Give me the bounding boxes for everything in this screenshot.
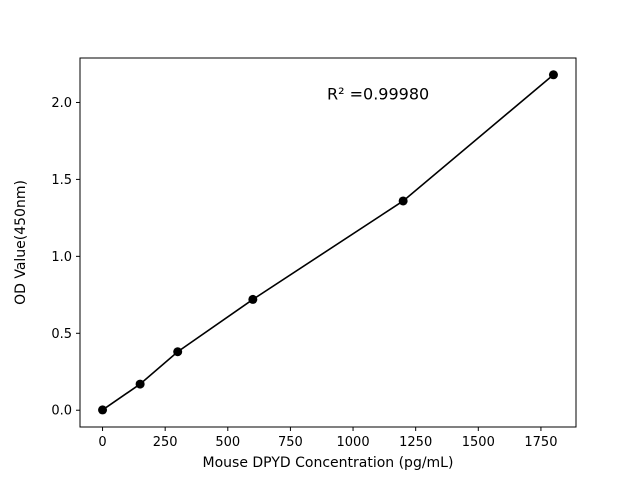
data-point xyxy=(98,405,108,415)
y-tick-label: 0.5 xyxy=(51,327,72,342)
y-axis-label: OD Value(450nm) xyxy=(13,180,29,305)
y-tick-label: 2.0 xyxy=(51,96,72,111)
x-tick-label: 500 xyxy=(215,435,240,450)
data-point xyxy=(548,70,558,80)
data-point xyxy=(398,196,408,206)
fit-line xyxy=(102,74,554,411)
y-tick-label: 1.5 xyxy=(51,173,72,188)
x-tick-label: 1750 xyxy=(524,435,557,450)
x-tick-label: 250 xyxy=(153,435,178,450)
data-point xyxy=(135,379,145,389)
y-tick-label: 0.0 xyxy=(51,404,72,419)
x-tick-label: 1500 xyxy=(462,435,495,450)
x-tick-label: 1000 xyxy=(337,435,370,450)
x-tick-label: 750 xyxy=(278,435,303,450)
plot-border xyxy=(79,57,577,428)
y-tick-label: 1.0 xyxy=(51,250,72,265)
r-squared-annotation: R² =0.99980 xyxy=(327,84,429,103)
x-tick-label: 0 xyxy=(98,435,106,450)
data-point xyxy=(173,347,183,357)
data-point xyxy=(248,294,258,304)
x-axis-label: Mouse DPYD Concentration (pg/mL) xyxy=(203,455,454,471)
x-tick-label: 1250 xyxy=(399,435,432,450)
